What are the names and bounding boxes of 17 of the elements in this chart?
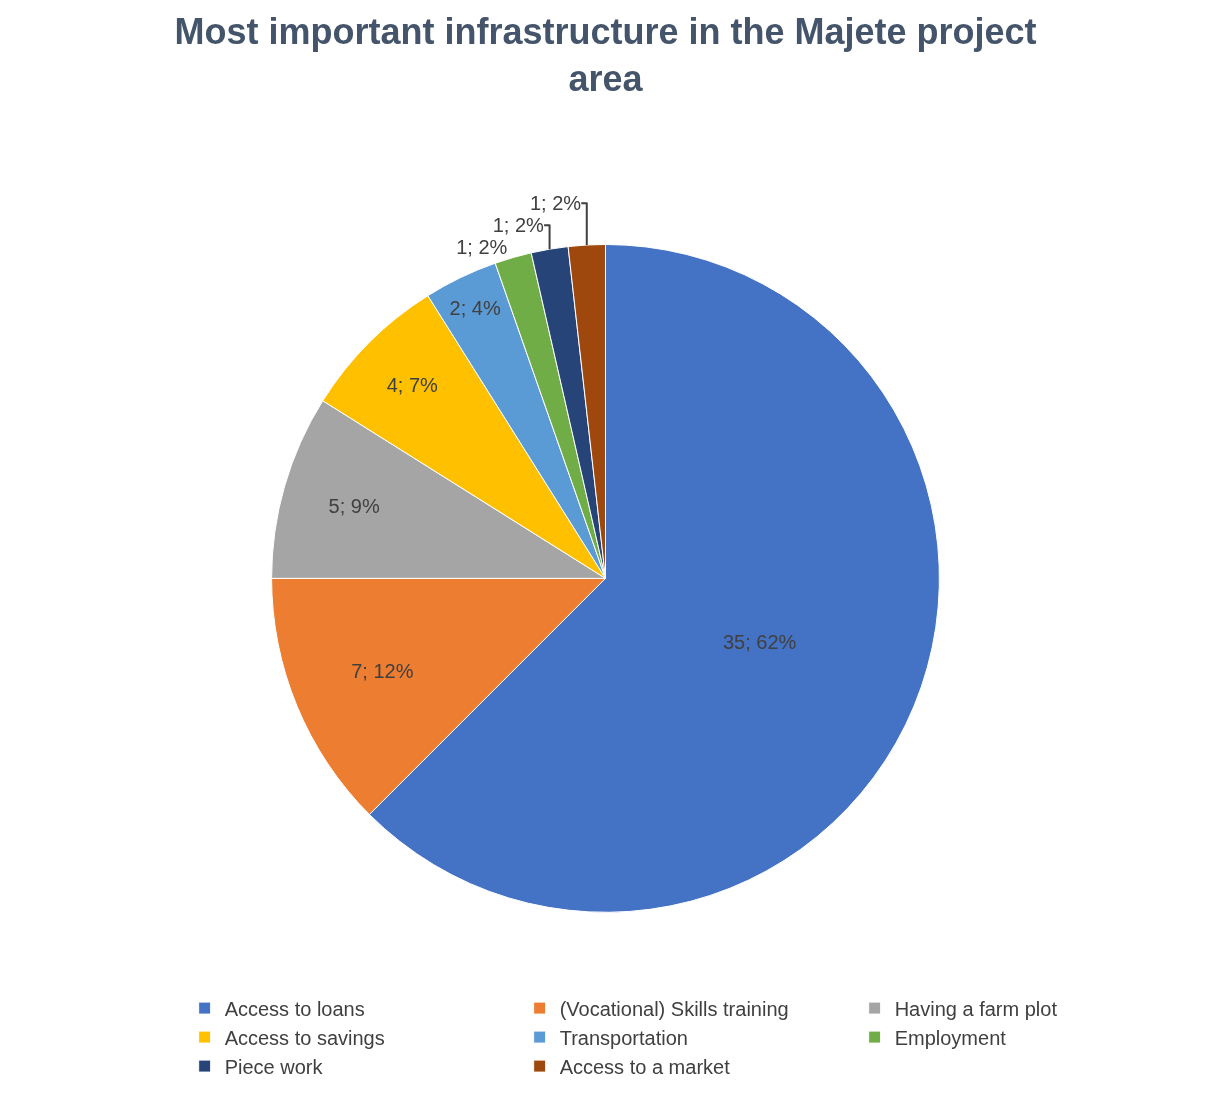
legend-label: Transportation: [559, 1026, 688, 1049]
legend-label: Access to savings: [224, 1026, 385, 1049]
legend-label: Access to a market: [559, 1055, 731, 1078]
data-label: 35; 62%: [722, 631, 797, 654]
data-label: 1; 2%: [456, 236, 508, 259]
legend-label: (Vocational) Skills training: [559, 997, 789, 1020]
data-label: 1; 2%: [529, 192, 582, 215]
legend-label: Piece work: [224, 1055, 324, 1078]
chart-title: Most important infrastructure in the Majete project area: [174, 11, 1037, 99]
data-label: 2; 4%: [449, 296, 501, 319]
legend-label: Access to loans: [224, 997, 365, 1020]
legend-label: Employment: [894, 1026, 1007, 1049]
legend-label: Having a farm plot: [894, 997, 1058, 1020]
data-label: 7; 12%: [351, 659, 414, 682]
data-label: 1; 2%: [492, 214, 545, 237]
data-label: 5; 9%: [328, 494, 380, 517]
data-label: 4; 7%: [386, 374, 439, 397]
